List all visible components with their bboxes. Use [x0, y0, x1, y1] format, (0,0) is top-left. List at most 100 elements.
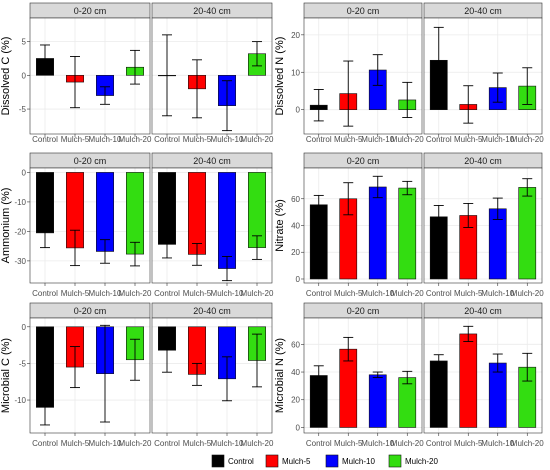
bar-mulch-5 [459, 333, 478, 428]
y-tick-label: 60 [291, 340, 300, 349]
x-tick-label: Mulch-20 [391, 289, 424, 298]
y-tick-label: 20 [291, 248, 300, 257]
y-tick-label: 0 [22, 323, 27, 332]
x-tick-label: Mulch-10 [481, 439, 514, 448]
error-bar-control [313, 194, 324, 215]
bar-mulch-10 [488, 362, 507, 428]
error-bar-mulch-10 [100, 324, 110, 423]
y-tick-label: 20 [291, 396, 300, 405]
facet-strip-label: 20-40 cm [193, 156, 231, 166]
legend-label: Control [228, 457, 254, 466]
y-tick-label: -5 [19, 105, 27, 114]
y-tick-label: 40 [291, 368, 300, 377]
x-tick-label: Control [32, 135, 58, 144]
x-tick-label: Mulch-5 [61, 439, 90, 448]
error-bar-mulch-10 [372, 371, 383, 379]
plot-border [423, 167, 543, 284]
error-bar-mulch-5 [343, 182, 354, 216]
error-bar-mulch-5 [343, 336, 354, 362]
facet-strip-label: 20-40 cm [464, 156, 502, 166]
error-bar-mulch-20 [130, 338, 140, 381]
y-tick-label: -30 [14, 257, 26, 266]
error-bar-mulch-10 [100, 239, 110, 264]
error-bar-mulch-5 [463, 85, 474, 124]
legend-label: Mulch-5 [282, 457, 311, 466]
x-tick-label: Mulch-10 [361, 289, 394, 298]
bar-mulch-20 [126, 172, 145, 255]
error-bar-mulch-20 [402, 180, 413, 196]
legend-swatch-mulch-10 [325, 454, 339, 468]
x-tick-label: Mulch-5 [183, 289, 212, 298]
legend-swatch-mulch-5 [265, 454, 279, 468]
y-tick-label: 60 [291, 195, 300, 204]
facet-strip-label: 0-20 cm [74, 306, 107, 316]
x-tick-label: Mulch-10 [361, 439, 394, 448]
y-tick-label: 5 [22, 38, 27, 47]
plot-background [304, 18, 422, 134]
error-bar-mulch-10 [492, 72, 503, 103]
facet-strip-label: 0-20 cm [347, 6, 380, 16]
x-tick-label: Mulch-20 [511, 439, 544, 448]
error-bar-mulch-10 [100, 86, 110, 105]
error-bar-mulch-20 [522, 178, 533, 197]
plot-border [29, 167, 151, 284]
error-bar-mulch-20 [522, 352, 533, 382]
x-tick-label: Mulch-10 [211, 135, 244, 144]
error-bar-mulch-20 [402, 81, 413, 118]
y-tick-label: 20 [291, 31, 300, 40]
error-bar-control [433, 204, 444, 229]
plot-border [151, 17, 273, 135]
error-bar-mulch-10 [372, 175, 383, 199]
x-tick-label: Mulch-10 [89, 135, 122, 144]
bar-control [309, 204, 328, 280]
bar-mulch-10 [218, 172, 237, 269]
x-tick-label: Control [426, 439, 452, 448]
y-tick-label: 0 [22, 168, 27, 177]
plot-border [423, 17, 543, 135]
bar-mulch-20 [398, 187, 417, 280]
facet-strip-label: 0-20 cm [347, 306, 380, 316]
x-tick-label: Control [306, 289, 332, 298]
bar-mulch-5 [188, 172, 207, 255]
x-tick-label: Mulch-20 [119, 135, 152, 144]
y-tick-label: -5 [19, 359, 27, 368]
error-bar-control [40, 44, 50, 73]
error-bar-mulch-5 [192, 362, 202, 386]
y-axis-title: Ammonium (%) [0, 188, 12, 264]
plot-border [303, 167, 423, 284]
legend: Control Mulch-5 Mulch-10 Mulch-20 [211, 454, 438, 468]
x-tick-label: Mulch-20 [241, 439, 274, 448]
plot-border [151, 167, 273, 284]
x-tick-label: Mulch-10 [481, 289, 514, 298]
error-bar-control [162, 230, 172, 259]
x-tick-label: Mulch-5 [334, 439, 363, 448]
plot-border [151, 317, 273, 434]
legend-swatch-mulch-20 [388, 454, 402, 468]
error-bar-mulch-10 [372, 54, 383, 86]
error-bar-mulch-5 [463, 202, 474, 228]
plot-border [303, 317, 423, 434]
y-tick-label: 40 [291, 222, 300, 231]
bar-mulch-10 [368, 374, 387, 428]
x-tick-label: Mulch-20 [119, 289, 152, 298]
y-tick-label: 0 [296, 106, 301, 115]
y-axis-title: Nitrate (%) [274, 199, 286, 252]
x-tick-label: Control [32, 439, 58, 448]
x-tick-label: Mulch-10 [89, 439, 122, 448]
x-tick-label: Mulch-5 [61, 289, 90, 298]
x-tick-label: Mulch-10 [481, 135, 514, 144]
facet-strip-label: 20-40 cm [464, 6, 502, 16]
error-bar-mulch-10 [222, 356, 232, 402]
error-bar-mulch-5 [192, 243, 202, 266]
plot-border [303, 17, 423, 135]
x-tick-label: Mulch-5 [454, 439, 483, 448]
